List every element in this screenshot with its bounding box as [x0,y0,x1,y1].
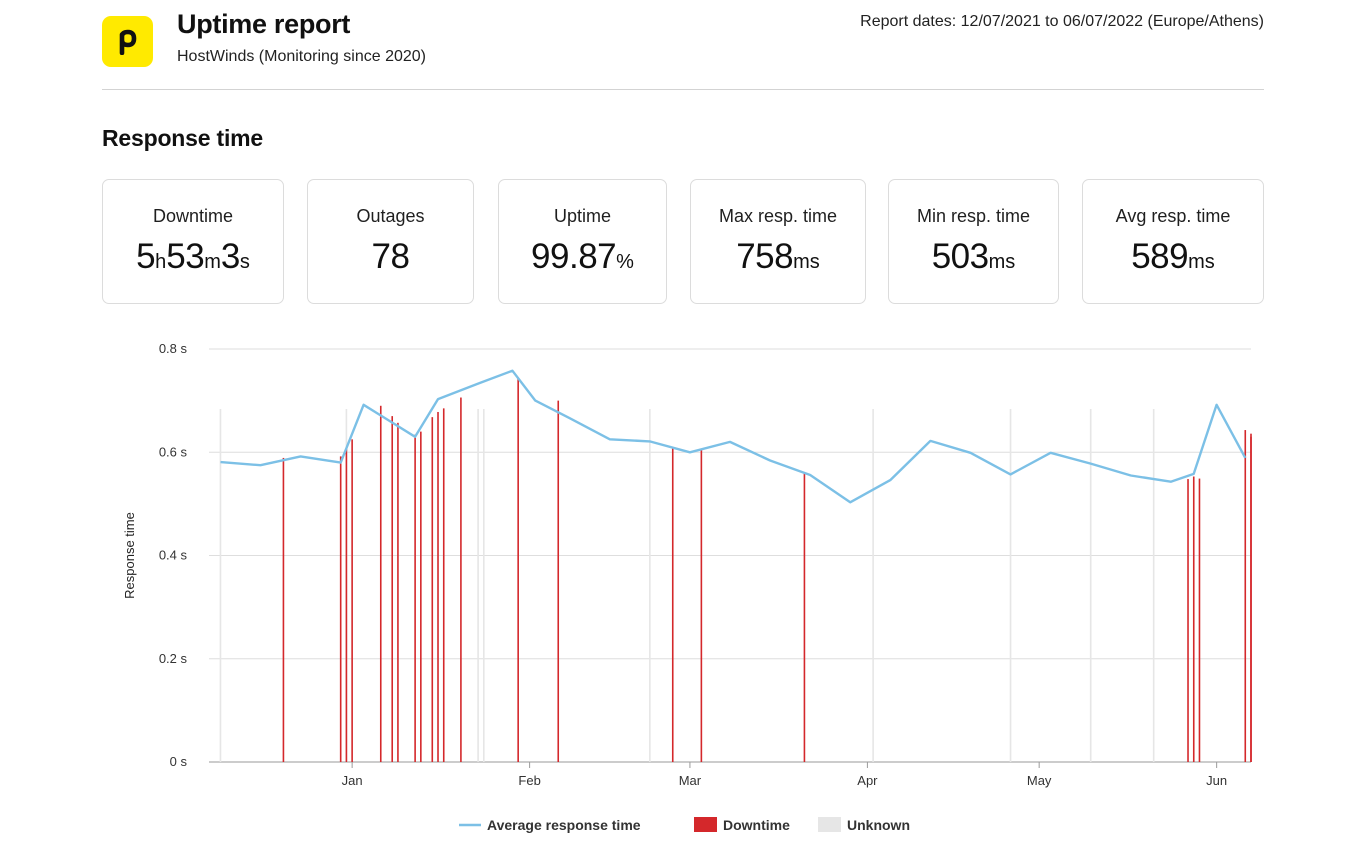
stat-label: Min resp. time [916,206,1031,226]
stat-label: Avg resp. time [1115,206,1231,226]
legend-label: Average response time [487,817,641,833]
stat-label: Downtime [152,206,234,226]
stat-label: Outages [356,206,425,226]
unknown-bar [483,409,485,762]
x-tick-label: Mar [679,773,702,788]
downtime-bar [1187,479,1189,762]
downtime-bar [351,439,353,762]
downtime-bar [557,400,560,762]
stat-value: 758ms [736,237,820,276]
downtime-bar [1192,476,1195,762]
legend-box-swatch [694,817,717,832]
report-title: Uptime report [177,9,351,39]
stat-card-min-resp-time: Min resp. time 503ms [888,179,1059,304]
downtime-bar [671,448,674,762]
logo [102,16,153,67]
stat-card-outages: Outages 78 [307,179,474,304]
unknown-bar [1089,409,1092,762]
x-tick-label: May [1027,773,1052,788]
stat-value: 589ms [1131,237,1215,276]
y-tick-label: 0.6 s [159,444,188,459]
downtime-bar [1250,436,1252,762]
downtime-bar [700,449,703,762]
downtime-bar [339,456,342,762]
stat-card-max-resp-time: Max resp. time 758ms [690,179,866,304]
x-tick-label: Feb [518,773,540,788]
stat-value: 99.87% [531,237,634,276]
header-divider [102,89,1264,90]
unknown-bar [1009,409,1012,762]
unknown-bar [649,409,651,762]
report-subtitle: HostWinds (Monitoring since 2020) [177,48,426,65]
downtime-bar [517,377,519,762]
unknown-bar [219,409,222,762]
legend-box-swatch [818,817,841,832]
unknown-bar [1152,409,1155,762]
legend-label: Downtime [723,817,790,833]
downtime-bar [345,447,348,762]
stat-label: Uptime [553,206,611,226]
downtime-bar [414,434,416,762]
stat-card-downtime: Downtime 5h53m3s [102,179,284,304]
stat-value: 5h53m3s [136,237,250,276]
y-axis-title: Response time [122,512,137,599]
x-tick-label: Jun [1206,773,1227,788]
downtime-bar [1244,430,1247,762]
legend-label: Unknown [847,817,910,833]
stat-value: 503ms [931,237,1016,276]
y-tick-label: 0.4 s [159,548,188,563]
x-tick-label: Jan [342,773,363,788]
downtime-bar [460,397,462,762]
average-response-line [220,369,1247,504]
unknown-bar [872,409,874,762]
stat-label: Max resp. time [718,206,838,226]
stat-card-uptime: Uptime 99.87% [498,179,667,304]
y-tick-label: 0 s [170,754,188,769]
response-time-chart-svg: 0 s 0.2 s 0.4 s 0.6 s 0.8 s Jan Feb Mar Apr May Ju… [122,341,1252,833]
y-tick-label: 0.8 s [159,341,188,356]
downtime-bar [420,431,422,762]
x-tick-label: Apr [857,773,878,788]
stat-value: 78 [371,237,410,276]
pingdom-p-logo-icon [119,29,136,55]
stat-card-avg-resp-time: Avg resp. time 589ms [1082,179,1264,304]
y-tick-label: 0.2 s [159,651,188,666]
downtime-bar [437,411,439,762]
response-time-chart: 0 s 0.2 s 0.4 s 0.6 s 0.8 s Jan Feb Mar Apr May Ju… [0,320,1364,850]
downtime-bar [442,408,445,762]
downtime-bar [391,416,394,762]
downtime-bar [803,472,806,762]
unknown-bar [477,409,479,762]
report-dates: Report dates: 12/07/2021 to 06/07/2022 (… [860,13,1264,30]
downtime-bar [282,457,285,762]
section-title: Response time [102,125,264,151]
downtime-bar [397,422,399,762]
downtime-bar [1198,478,1201,762]
downtime-bar [379,405,382,762]
downtime-bar [431,417,434,762]
